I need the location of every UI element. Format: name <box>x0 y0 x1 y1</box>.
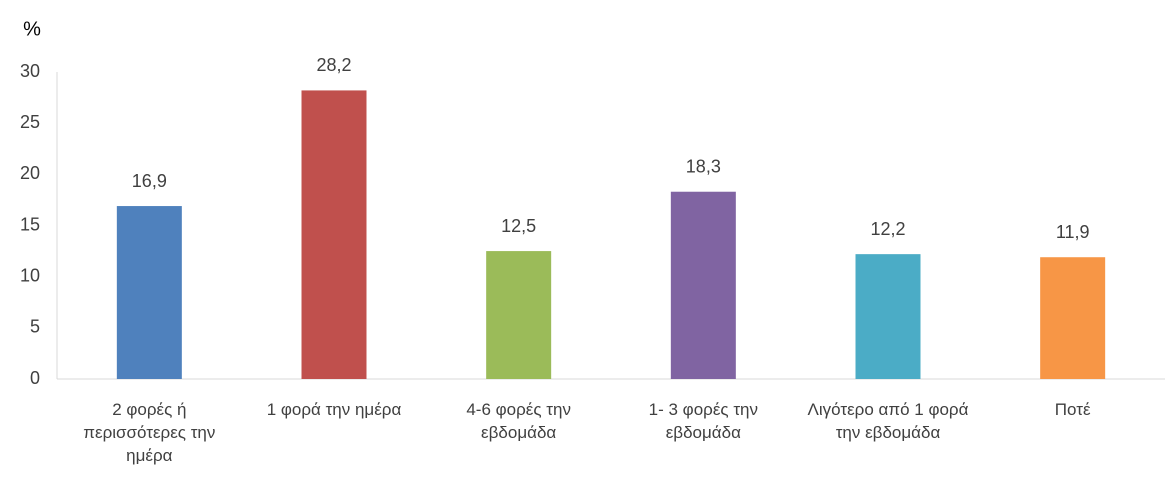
y-tick-label: 0 <box>30 368 40 388</box>
x-tick-label: Λιγότερο από 1 φορά την εβδομάδα <box>807 400 969 442</box>
y-tick-label: 20 <box>20 163 40 183</box>
x-tick-label: 2 φορές ή περισσότερες την ημέρα <box>83 400 216 465</box>
y-tick-label: 5 <box>30 317 40 337</box>
x-tick-label: Ποτέ <box>1054 400 1091 419</box>
x-tick-label: 1- 3 φορές την εβδομάδα <box>648 400 758 442</box>
y-axis-label: % <box>23 18 41 40</box>
bar <box>1040 257 1106 379</box>
data-label: 16,9 <box>132 171 167 191</box>
data-label: 11,9 <box>1056 222 1090 242</box>
bar <box>486 251 552 379</box>
bar <box>670 191 736 379</box>
x-tick-label: 4-6 φορές την εβδομάδα <box>466 400 571 442</box>
y-tick-label: 25 <box>20 112 40 132</box>
data-label: 28,2 <box>316 55 351 75</box>
data-label: 12,2 <box>870 219 905 239</box>
y-tick-label: 30 <box>20 61 40 81</box>
bar <box>116 206 182 379</box>
bar <box>301 90 367 380</box>
data-label: 12,5 <box>501 216 536 236</box>
y-tick-label: 10 <box>20 265 40 285</box>
data-label: 18,3 <box>686 156 721 176</box>
x-tick-label: 1 φορά την ημέρα <box>266 400 402 419</box>
bar <box>855 254 921 379</box>
y-tick-label: 15 <box>20 214 40 234</box>
